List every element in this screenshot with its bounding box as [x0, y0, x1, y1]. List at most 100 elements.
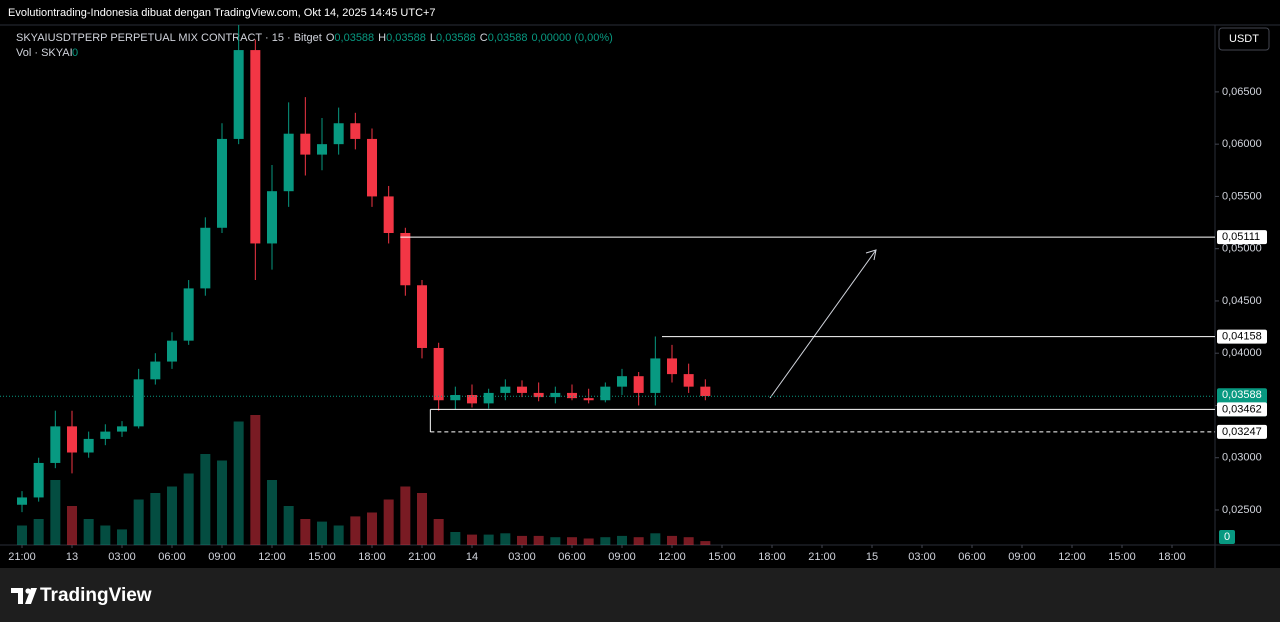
- level-label-box: [1217, 424, 1267, 439]
- candle-body: [417, 285, 427, 348]
- volume-bar: [667, 535, 677, 545]
- ohlc-key: H: [378, 32, 386, 44]
- volume-bar: [683, 537, 694, 545]
- volume-bar: [317, 521, 327, 545]
- x-tick-label: 09:00: [608, 551, 636, 563]
- volume-bar: [183, 473, 194, 545]
- y-tick-label: 0,04500: [1222, 295, 1262, 307]
- volume-bar: [517, 535, 527, 545]
- ohlc-value: 0,03588: [488, 32, 528, 44]
- x-tick-label: 12:00: [258, 551, 286, 563]
- volume-bar: [500, 533, 511, 545]
- currency[interactable]: USDT: [1229, 33, 1259, 45]
- candle-body: [500, 386, 511, 393]
- candle-body: [83, 438, 94, 453]
- candle-body: [617, 376, 627, 387]
- volume-bar: [400, 486, 411, 545]
- ohlc-value: 0,03588: [436, 32, 476, 44]
- candle-body: [33, 462, 44, 498]
- candle-body: [183, 288, 194, 341]
- x-tick-label: 18:00: [358, 551, 386, 563]
- level-label: 0,03247: [1222, 426, 1262, 438]
- logo-dot: [25, 588, 31, 594]
- x-tick-label: 15:00: [1108, 551, 1136, 563]
- candle-body: [667, 358, 677, 375]
- volume-bar: [650, 533, 661, 545]
- candle-body: [450, 395, 461, 401]
- x-tick-label: 03:00: [908, 551, 936, 563]
- x-tick-label: 21:00: [808, 551, 836, 563]
- candle-body: [17, 497, 27, 505]
- x-tick-label: 15:00: [708, 551, 736, 563]
- y-tick-label: 0,06000: [1222, 138, 1262, 150]
- y-tick-label: 0,02500: [1222, 504, 1262, 516]
- x-tick-label: 06:00: [158, 551, 186, 563]
- candle-body: [217, 138, 227, 228]
- level-label-box: [1217, 230, 1267, 245]
- volume-bar: [250, 415, 261, 545]
- currency-button[interactable]: [1218, 27, 1270, 51]
- volume-bar: [333, 525, 344, 545]
- volume-bar: [383, 499, 394, 545]
- volume-bar: [117, 529, 127, 545]
- candle-body: [67, 426, 77, 453]
- level-label: 0,03462: [1222, 403, 1262, 415]
- volume-bar: [483, 534, 494, 545]
- candle-body: [683, 374, 694, 387]
- volume-bar: [300, 519, 311, 545]
- volume-bar: [583, 538, 594, 545]
- volume-bar: [550, 537, 561, 545]
- x-tick-label: 06:00: [958, 551, 986, 563]
- candle-body: [133, 379, 144, 427]
- y-tick-label: 0,05000: [1222, 243, 1262, 255]
- candle-body: [517, 386, 527, 393]
- candle-body: [150, 361, 161, 380]
- volume-bar: [17, 525, 27, 545]
- ohlc-key: L: [430, 32, 436, 44]
- candle-body: [100, 431, 111, 439]
- volume-bar: [367, 512, 377, 545]
- volume-bar: [433, 519, 444, 545]
- volume-name: Vol · SKYAI: [16, 47, 73, 59]
- candle-body: [367, 138, 377, 197]
- x-tick-label: 03:00: [108, 551, 136, 563]
- x-tick-label: 06:00: [558, 551, 586, 563]
- volume-bar: [50, 480, 61, 545]
- ohlc-key: O: [326, 32, 335, 44]
- volume-bar: [617, 535, 627, 545]
- brand-name: TradingView: [40, 585, 152, 606]
- volume-bar: [633, 537, 644, 545]
- candle-body: [633, 376, 644, 393]
- header-text: Evolutiontrading-Indonesia dibuat dengan…: [8, 7, 436, 19]
- arrow-line: [769, 249, 877, 399]
- volume-bar: [217, 460, 227, 545]
- candle-body: [383, 196, 394, 233]
- x-tick-label: 21:00: [8, 551, 36, 563]
- candle-body: [250, 50, 261, 244]
- ohlc-key: C: [480, 32, 488, 44]
- volume-bar: [600, 537, 611, 545]
- brand-logo: TradingView: [11, 585, 152, 606]
- candle-body: [50, 426, 61, 463]
- arrow-head: [865, 249, 877, 261]
- candle-body: [533, 392, 544, 398]
- volume-bar: [33, 519, 44, 545]
- ohlc-legend: O 0,03588 H 0,03588 L 0,03588 C 0,03588 0,00000 …: [326, 32, 613, 44]
- plot: [17, 25, 711, 545]
- volume-axis-label: 0: [1224, 531, 1230, 543]
- candle-body: [233, 50, 244, 139]
- candle-body: [583, 398, 594, 401]
- volume-bar: [450, 532, 461, 545]
- volume-bar: [467, 534, 477, 545]
- volume-bar: [350, 516, 361, 545]
- volume-value: 0: [72, 47, 78, 59]
- candle-body: [333, 123, 344, 145]
- volume-bar: [283, 506, 294, 545]
- x-tick-label: 03:00: [508, 551, 536, 563]
- volume-bar: [100, 525, 111, 545]
- candle-body: [467, 395, 477, 404]
- candle-body: [317, 144, 327, 155]
- x-tick-label: 14: [466, 551, 478, 563]
- volume-bar: [200, 454, 211, 545]
